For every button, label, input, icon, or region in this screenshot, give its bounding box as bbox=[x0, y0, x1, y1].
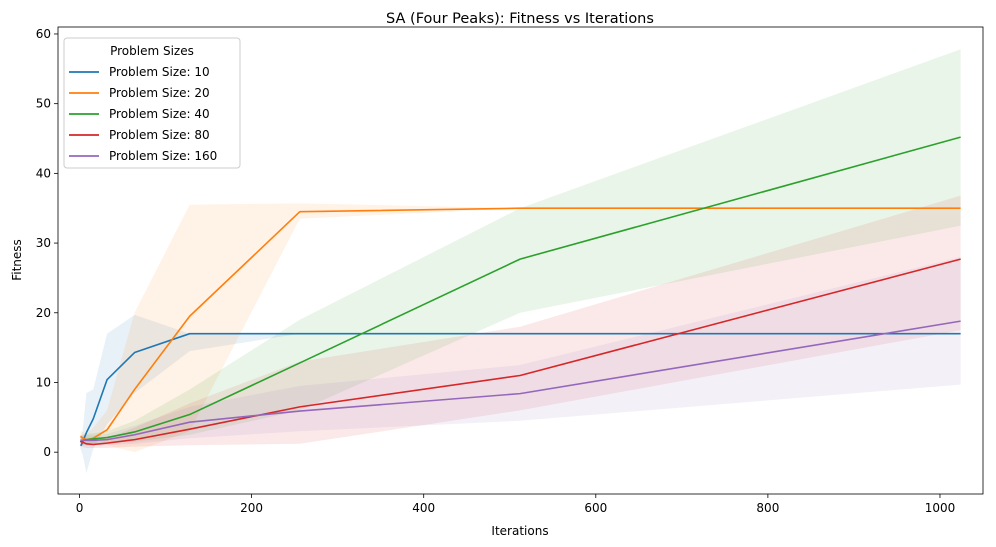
line-series-4 bbox=[79, 258, 961, 446]
y-axis-ticks: 0 10 20 30 40 50 60 bbox=[36, 27, 58, 459]
legend-box bbox=[63, 37, 241, 169]
line-series-2 bbox=[80, 207, 961, 441]
y-tick-label: 0 bbox=[43, 445, 51, 459]
band-series-3 bbox=[80, 49, 961, 447]
x-tick-label: 800 bbox=[756, 501, 779, 515]
x-tick-label: 1000 bbox=[925, 501, 956, 515]
x-axis-ticks: 0 200 400 600 800 1000 bbox=[76, 494, 956, 515]
x-tick-label: 600 bbox=[584, 501, 607, 515]
band-series-4 bbox=[80, 195, 961, 448]
y-axis-label: Fitness bbox=[10, 239, 24, 281]
band-series-5 bbox=[80, 257, 961, 446]
legend-entry-label: Problem Size: 20 bbox=[109, 86, 210, 100]
series-lines bbox=[79, 136, 961, 447]
legend-entry-label: Problem Size: 10 bbox=[109, 65, 210, 79]
y-tick-label: 60 bbox=[36, 27, 51, 41]
y-tick-label: 40 bbox=[36, 166, 51, 180]
y-tick-label: 20 bbox=[36, 306, 51, 320]
y-tick-label: 50 bbox=[36, 97, 51, 111]
plot-frame bbox=[57, 26, 984, 495]
legend-items: Problem Size: 10 Problem Size: 20 Problem … bbox=[69, 65, 217, 163]
y-tick-label: 30 bbox=[36, 236, 51, 250]
x-tick-label: 200 bbox=[240, 501, 263, 515]
line-series-5 bbox=[80, 320, 961, 442]
x-tick-label: 0 bbox=[76, 501, 84, 515]
y-tick-label: 10 bbox=[36, 375, 51, 389]
chart-title: SA (Four Peaks): Fitness vs Iterations bbox=[386, 11, 654, 27]
x-axis-label: Iterations bbox=[491, 524, 548, 538]
band-series-1 bbox=[80, 314, 961, 474]
legend-entry-label: Problem Size: 160 bbox=[109, 149, 217, 163]
legend-title: Problem Sizes bbox=[110, 44, 194, 58]
legend-entry-label: Problem Size: 40 bbox=[109, 107, 210, 121]
x-tick-label: 400 bbox=[412, 501, 435, 515]
legend-entry-label: Problem Size: 80 bbox=[109, 128, 210, 142]
